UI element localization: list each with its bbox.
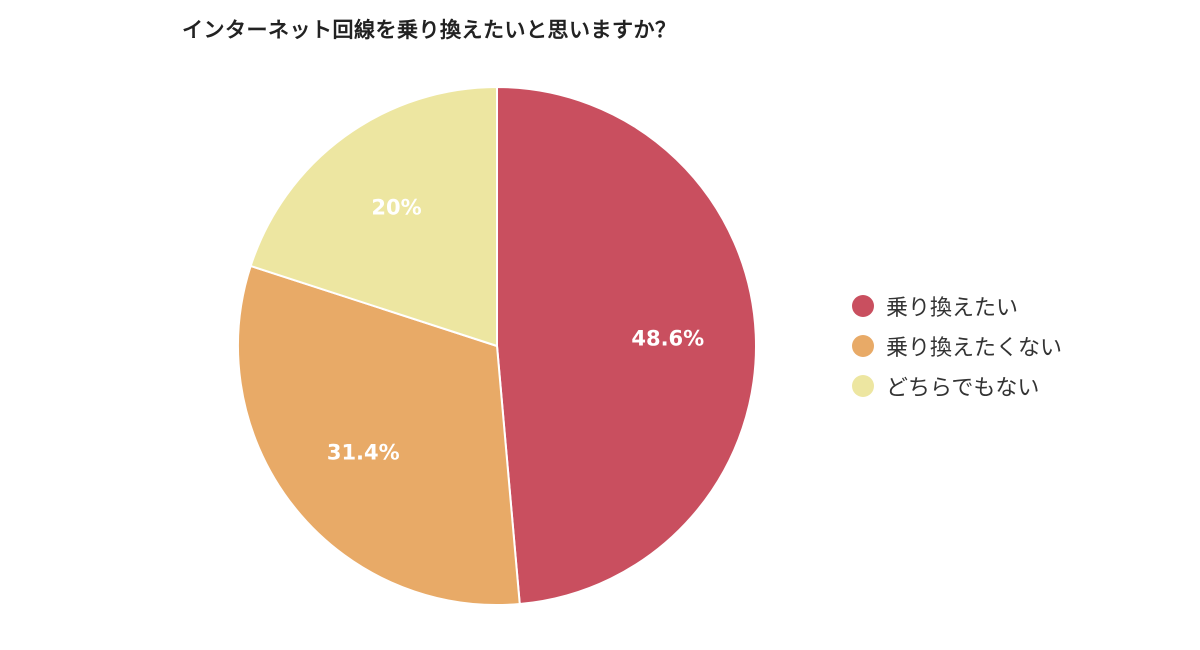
pie-slice-neutral bbox=[249, 85, 498, 348]
legend-swatch bbox=[852, 375, 874, 397]
pie-data-labels: 48.6% 31.4% 20% bbox=[327, 196, 704, 465]
legend: 乗り換えたい乗り換えたくない どちらでもない bbox=[852, 286, 1062, 406]
pie-slice-switch-no bbox=[237, 264, 521, 606]
legend-item-switch-yes[interactable]: 乗り換えたい bbox=[852, 286, 1062, 326]
legend-item-neutral[interactable]: どちらでもない bbox=[852, 366, 1062, 406]
data-label-switch-yes: 48.6% bbox=[631, 326, 704, 350]
legend-swatch bbox=[852, 295, 874, 317]
data-label-neutral: 20% bbox=[371, 196, 421, 220]
legend-swatch bbox=[852, 335, 874, 357]
pie-slice-switch-yes bbox=[496, 85, 757, 606]
legend-label: 乗り換えたくない bbox=[886, 336, 1063, 361]
chart-title: インターネット回線を乗り換えたいと思いますか？ bbox=[182, 18, 677, 42]
data-label-switch-no: 31.4% bbox=[327, 440, 400, 464]
legend-item-switch-no[interactable]: 乗り換えたくない bbox=[852, 326, 1062, 366]
pie-slices bbox=[237, 85, 757, 606]
legend-label: 乗り換えたい bbox=[886, 296, 1019, 321]
legend-label: どちらでもない bbox=[886, 376, 1040, 401]
